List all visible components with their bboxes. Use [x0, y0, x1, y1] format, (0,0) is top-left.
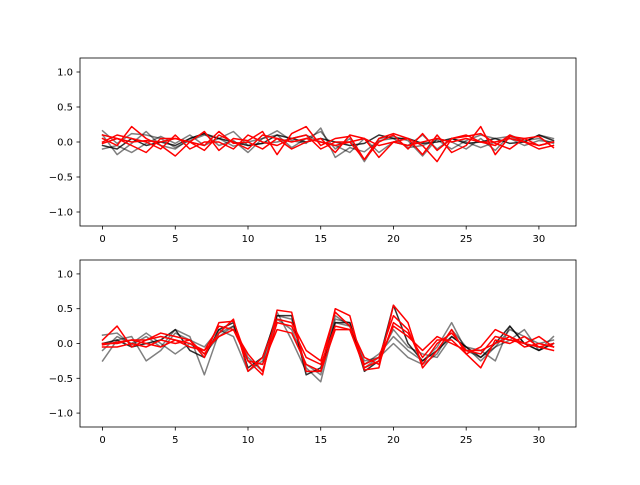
y-tick-label: 1.0	[57, 269, 73, 280]
x-tick-label: 10	[242, 234, 255, 245]
y-tick-label: −1.0	[49, 409, 73, 420]
x-tick-label: 15	[314, 234, 327, 245]
y-tick-label: 1.0	[57, 68, 73, 79]
y-tick-label: −0.5	[49, 374, 73, 385]
x-tick-label: 5	[172, 435, 178, 446]
y-tick-label: 0.5	[57, 103, 73, 114]
x-tick-label: 20	[387, 234, 400, 245]
x-tick-label: 0	[99, 435, 105, 446]
series-line-3	[101, 132, 555, 150]
series-line-6	[101, 311, 555, 373]
series-group	[101, 304, 555, 383]
x-tick-label: 10	[242, 435, 255, 446]
axes-bottom: 0 5 10 15 20 25 30 −1.0 −0.5 0.0 0.5 1.0	[49, 259, 577, 446]
series-line-4	[101, 125, 555, 161]
y-tick-label: −0.5	[49, 173, 73, 184]
axes-top: 0 5 10 15 20 25 30 −1.0 −0.5 0.0 0.5 1.0	[49, 57, 577, 245]
y-tick-label: 0.5	[57, 304, 73, 315]
series-line-7	[101, 325, 555, 373]
x-tick-label: 20	[387, 435, 400, 446]
x-tick-label: 0	[99, 234, 105, 245]
x-tick-label: 25	[460, 234, 473, 245]
series-line-4	[101, 304, 555, 376]
x-tick-label: 5	[172, 234, 178, 245]
x-tick-label: 30	[533, 435, 546, 446]
series-line-7	[101, 130, 555, 159]
x-tick-label: 25	[460, 435, 473, 446]
y-tick-label: 0.0	[57, 339, 73, 350]
y-tick-label: −1.0	[49, 208, 73, 219]
x-tick-label: 15	[314, 435, 327, 446]
y-tick-label: 0.0	[57, 138, 73, 149]
series-group	[101, 125, 555, 163]
x-tick-label: 30	[533, 234, 546, 245]
